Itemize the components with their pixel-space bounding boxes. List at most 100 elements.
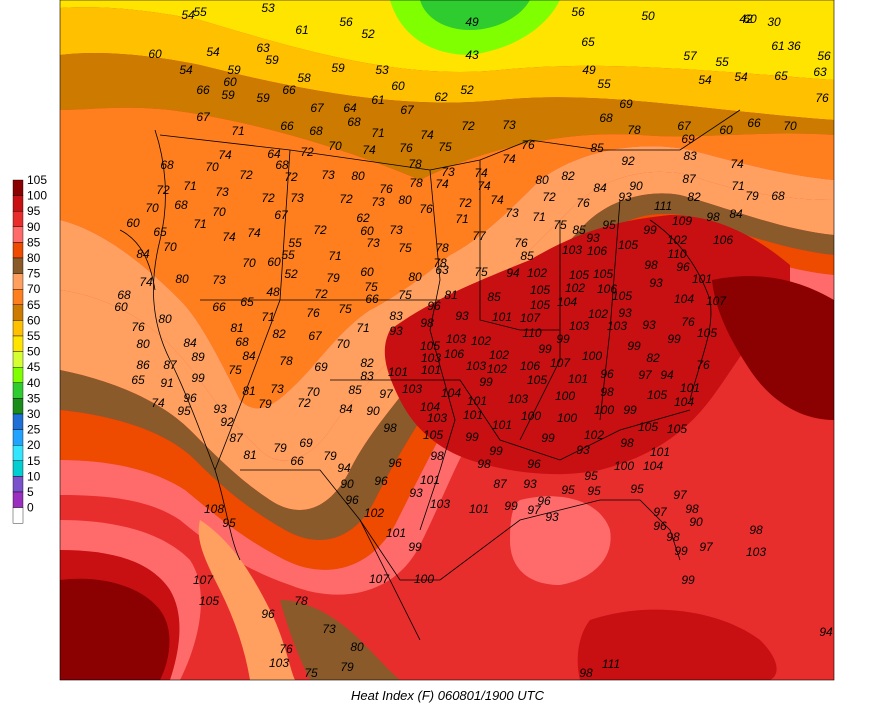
station-value: 56 (571, 5, 585, 19)
station-value: 105 (423, 428, 443, 442)
station-value: 100 (555, 389, 575, 403)
station-value: 98 (666, 530, 680, 544)
station-value: 105 (527, 373, 547, 387)
station-value: 106 (597, 282, 617, 296)
station-value: 70 (306, 385, 320, 399)
station-value: 102 (489, 348, 509, 362)
station-value: 71 (328, 249, 341, 263)
station-value: 98 (620, 436, 634, 450)
station-value: 93 (389, 324, 403, 338)
legend-label: 80 (27, 251, 41, 265)
legend-label: 5 (27, 485, 34, 499)
station-value: 63 (813, 65, 827, 79)
station-value: 104 (557, 295, 577, 309)
station-value: 98 (420, 316, 434, 330)
station-value: 85 (590, 141, 604, 155)
station-value: 65 (131, 373, 145, 387)
station-value: 95 (222, 516, 236, 530)
station-value: 76 (696, 358, 710, 372)
station-value: 103 (508, 392, 528, 406)
station-value: 97 (527, 503, 542, 517)
station-value: 84 (729, 207, 743, 221)
station-value: 99 (504, 499, 518, 513)
station-value: 63 (256, 41, 270, 55)
station-value: 83 (360, 369, 374, 383)
legend-swatch (12, 289, 24, 306)
station-value: 85 (348, 383, 362, 397)
station-value: 80 (158, 312, 172, 326)
legend-swatch (12, 195, 24, 212)
station-value: 102 (584, 428, 604, 442)
station-value: 100 (557, 411, 577, 425)
station-value: 72 (261, 191, 275, 205)
station-value: 101 (492, 310, 512, 324)
station-value: 75 (553, 218, 567, 232)
station-value: 80 (408, 270, 422, 284)
station-value: 59 (221, 88, 235, 102)
station-value: 96 (388, 456, 402, 470)
station-value: 73 (322, 622, 336, 636)
station-value: 75 (398, 241, 412, 255)
station-value: 60 (743, 12, 757, 26)
station-value: 93 (409, 486, 423, 500)
legend-swatch (12, 273, 24, 290)
station-value: 101 (680, 381, 700, 395)
legend-swatch (12, 476, 24, 493)
station-value: 60 (126, 216, 140, 230)
station-value: 43 (465, 48, 479, 62)
station-value: 78 (433, 256, 447, 270)
station-value: 100 (614, 459, 634, 473)
station-value: 75 (438, 140, 452, 154)
station-value: 60 (148, 47, 162, 61)
station-value: 106 (444, 347, 464, 361)
station-value: 87 (229, 431, 244, 445)
station-value: 65 (774, 69, 788, 83)
station-value: 71 (731, 179, 744, 193)
station-value: 79 (258, 397, 272, 411)
station-value: 100 (414, 572, 434, 586)
legend-label: 10 (27, 469, 41, 483)
station-value: 105 (530, 298, 550, 312)
station-value: 76 (399, 141, 413, 155)
station-value: 106 (713, 233, 733, 247)
station-value: 99 (538, 342, 552, 356)
station-value: 63 (435, 263, 449, 277)
station-value: 78 (408, 157, 422, 171)
station-value: 60 (267, 255, 281, 269)
station-value: 93 (618, 190, 632, 204)
legend-swatch (12, 413, 24, 430)
station-value: 71 (193, 217, 206, 231)
station-value: 92 (621, 154, 635, 168)
station-value: 99 (191, 371, 205, 385)
legend-swatch (12, 304, 24, 321)
contour-fill-layer (60, 0, 834, 680)
station-value: 111 (602, 657, 620, 671)
legend-swatch (12, 335, 24, 352)
station-value: 105 (530, 283, 550, 297)
station-value: 55 (715, 55, 729, 69)
station-value: 74 (151, 396, 165, 410)
station-value: 59 (227, 63, 241, 77)
station-value: 96 (527, 457, 541, 471)
station-value: 74 (502, 152, 516, 166)
legend-label: 95 (27, 204, 41, 218)
station-value: 64 (343, 101, 357, 115)
station-value: 102 (667, 233, 687, 247)
station-value: 66 (196, 83, 210, 97)
station-value: 61 (771, 39, 784, 53)
station-value: 103 (746, 545, 766, 559)
station-value: 101 (421, 363, 441, 377)
station-value: 89 (191, 350, 205, 364)
station-value: 108 (204, 502, 224, 516)
station-value: 54 (734, 70, 748, 84)
station-value: 74 (420, 128, 434, 142)
station-value: 59 (331, 61, 345, 75)
station-value: 101 (420, 473, 440, 487)
station-value: 87 (493, 477, 508, 491)
legend-label: 100 (27, 189, 47, 203)
legend-swatch (12, 367, 24, 384)
station-value: 74 (490, 193, 504, 207)
station-value: 72 (300, 145, 314, 159)
station-value: 110 (667, 247, 686, 261)
